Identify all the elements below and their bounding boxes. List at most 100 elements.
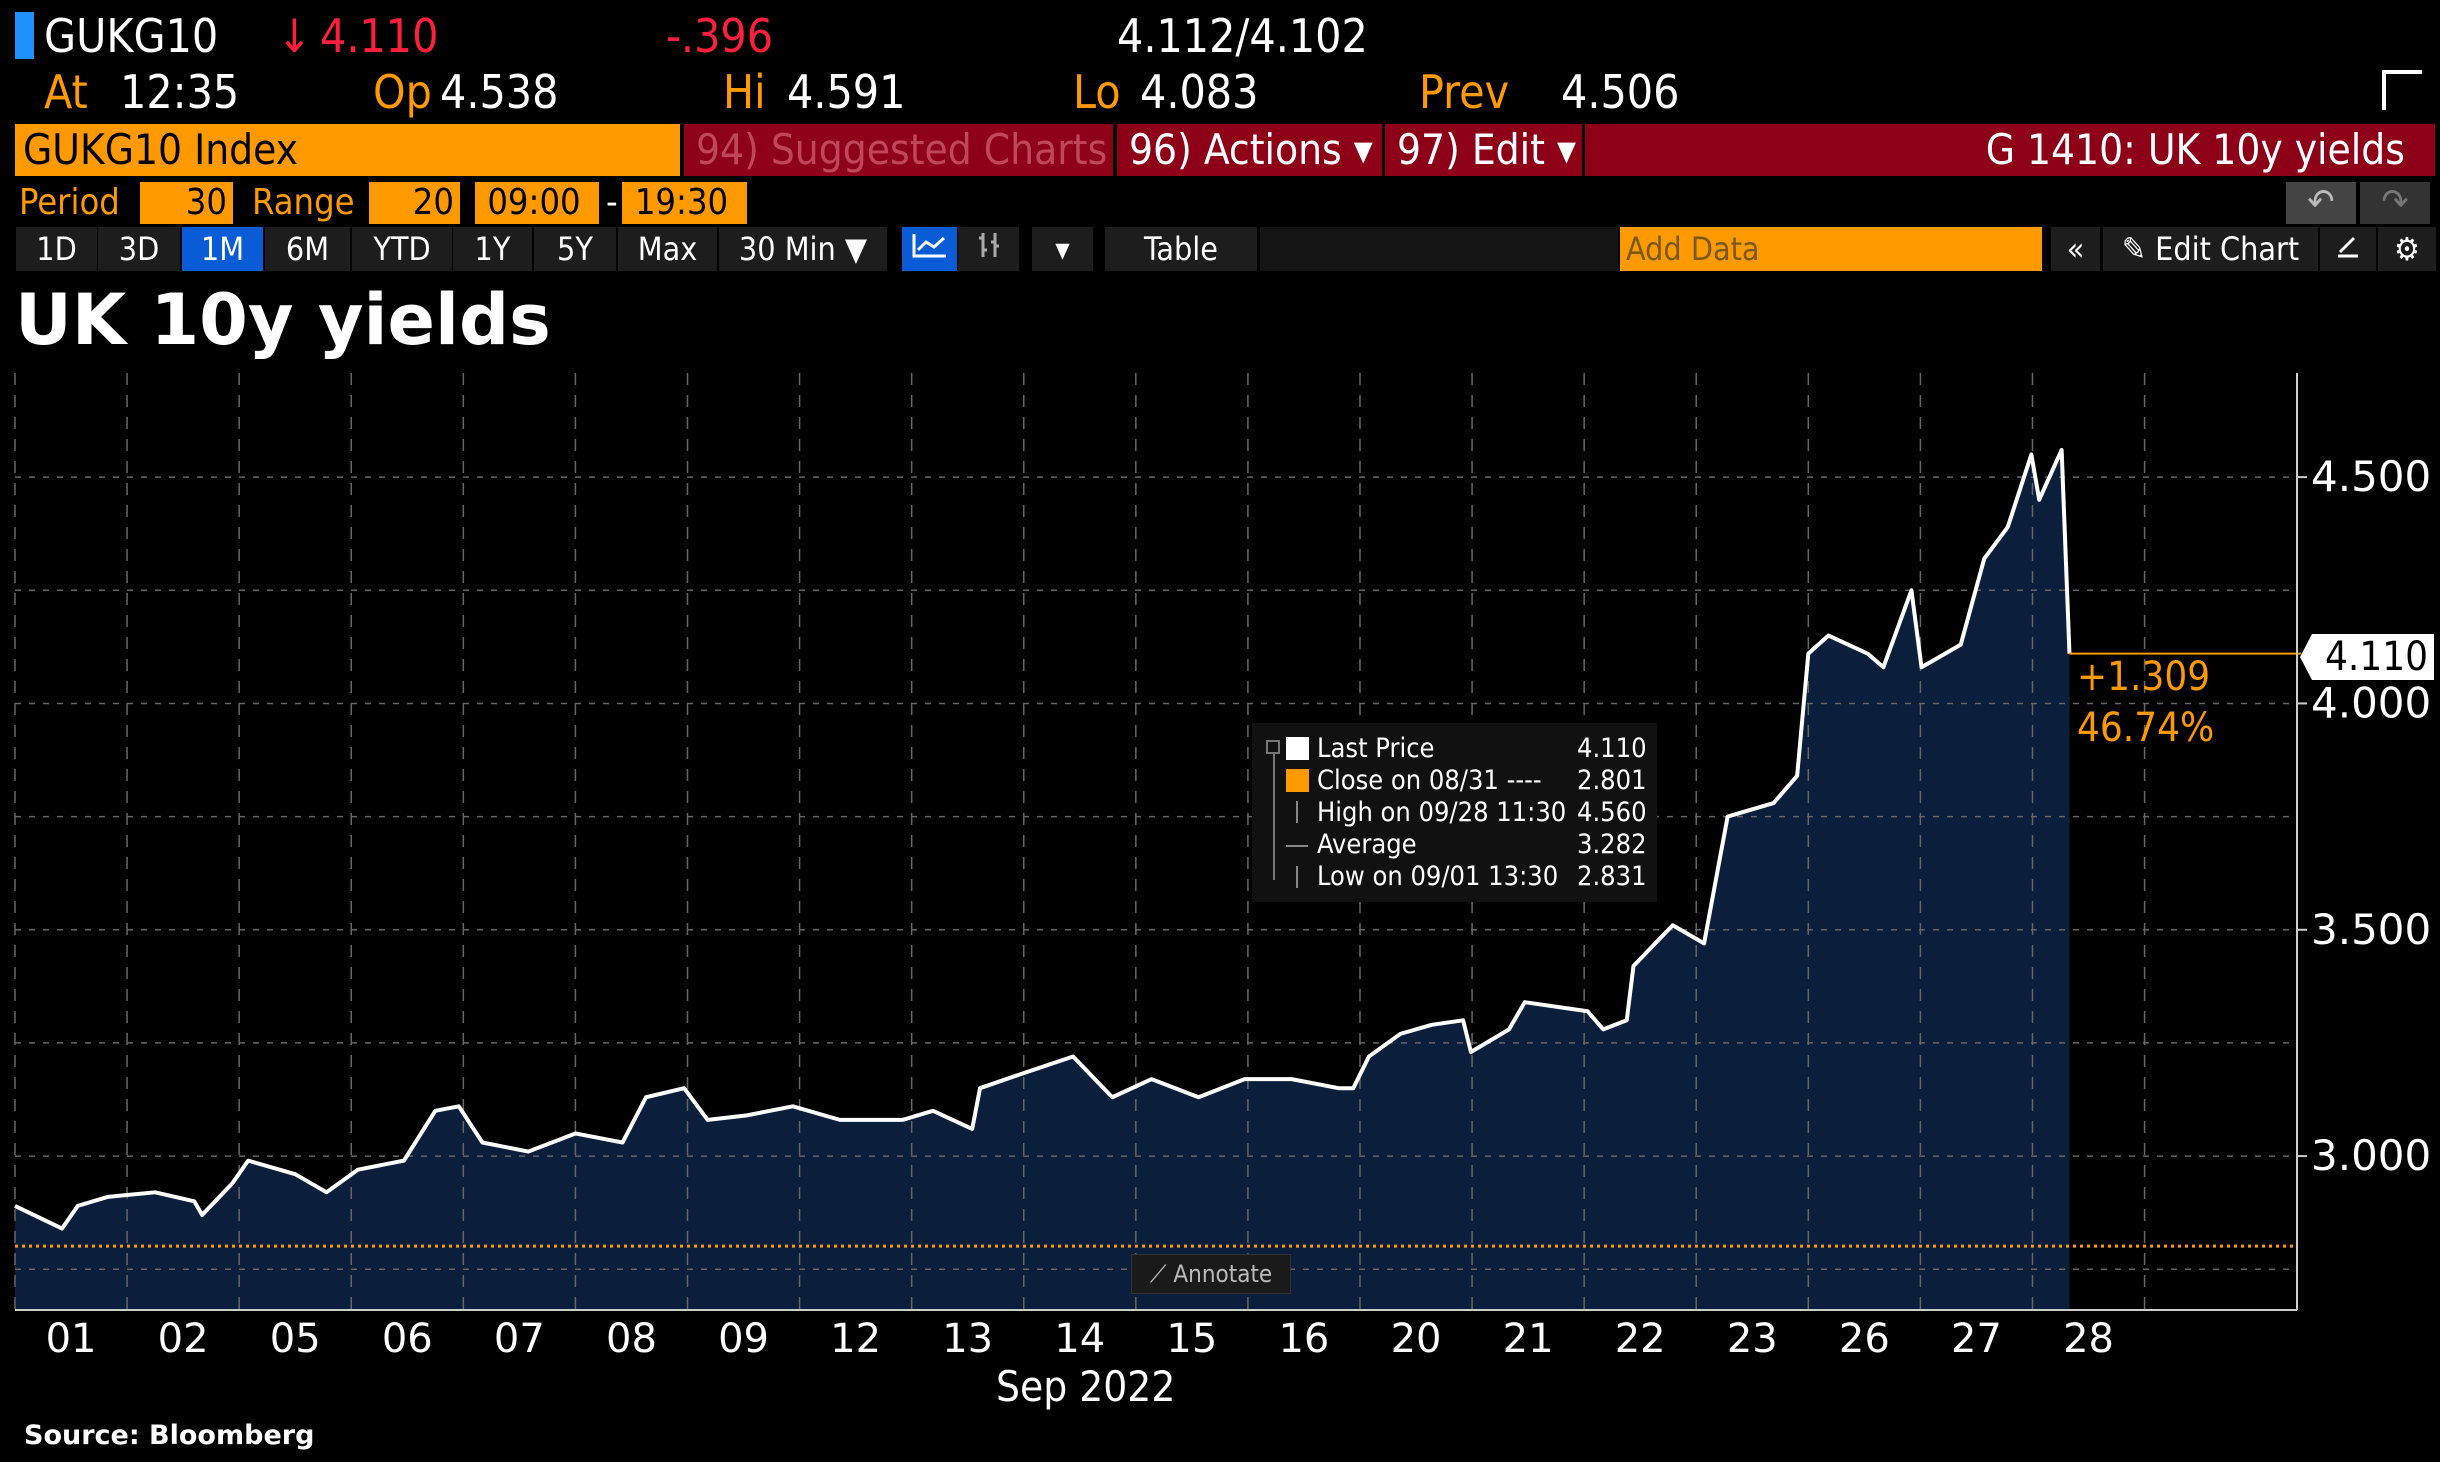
x-tick-label: 12 <box>830 1316 881 1362</box>
x-tick-label: 09 <box>718 1316 769 1362</box>
x-tick-label: 16 <box>1278 1316 1329 1362</box>
x-axis-title: Sep 2022 <box>996 1362 1176 1411</box>
low-label: Lo <box>1073 65 1121 119</box>
change-absolute: +1.309 <box>2077 654 2211 700</box>
x-tick-label: 21 <box>1503 1316 1554 1362</box>
prev-label: Prev <box>1419 65 1510 119</box>
x-tick-label: 02 <box>158 1316 209 1362</box>
toolbar-spacer <box>1260 227 1618 271</box>
low-value: 4.083 <box>1140 65 1259 119</box>
range-max[interactable]: Max <box>618 227 717 271</box>
y-tick-label: 4.500 <box>2311 452 2431 501</box>
average-marker-icon <box>1286 845 1308 847</box>
line-chart-icon[interactable] <box>902 227 957 271</box>
x-tick-label: 05 <box>270 1316 321 1362</box>
last-price-swatch <box>1286 737 1309 760</box>
period-input[interactable]: 30 <box>140 182 233 224</box>
series-line-last-price <box>14 447 2072 1231</box>
close-swatch <box>1286 769 1309 792</box>
edit-menu[interactable]: 97) Edit ▾ <box>1385 124 1582 176</box>
net-change: -.396 <box>666 9 774 63</box>
add-data-input[interactable]: Add Data <box>1620 227 2042 271</box>
actions-menu[interactable]: 96) Actions ▾ <box>1117 124 1382 176</box>
x-tick-label: 07 <box>494 1316 545 1362</box>
x-tick-label: 23 <box>1727 1316 1778 1362</box>
source-note: Source: Bloomberg <box>24 1420 315 1451</box>
period-label: Period <box>19 182 120 223</box>
prev-value: 4.506 <box>1561 65 1680 119</box>
change-percent: 46.74% <box>2077 705 2215 751</box>
ticker-marker <box>15 12 34 59</box>
x-tick-label: 26 <box>1839 1316 1890 1362</box>
down-arrow-icon: ↓ <box>277 9 312 63</box>
high-label: Hi <box>723 65 766 119</box>
legend-label: High on 09/28 11:30 <box>1317 797 1567 828</box>
high-marker-icon <box>1296 801 1298 823</box>
last-price-tag: 4.110 <box>2300 634 2434 680</box>
legend-value: 2.801 <box>1577 765 1647 796</box>
legend-label: Average <box>1317 829 1417 860</box>
range-5y[interactable]: 5Y <box>534 227 616 271</box>
start-time-input[interactable]: 09:00 <box>475 182 599 224</box>
range-6m[interactable]: 6M <box>265 227 350 271</box>
chart-type-dropdown[interactable]: ▾ <box>1032 227 1093 271</box>
open-value: 4.538 <box>440 65 559 119</box>
x-tick-label: 22 <box>1615 1316 1666 1362</box>
x-tick-label: 13 <box>942 1316 993 1362</box>
x-tick-label: 06 <box>382 1316 433 1362</box>
time-separator: - <box>606 182 618 223</box>
collapse-button[interactable]: « <box>2051 227 2100 271</box>
x-tick-label: 20 <box>1391 1316 1442 1362</box>
x-tick-label: 01 <box>46 1316 97 1362</box>
end-time-input[interactable]: 19:30 <box>622 182 747 224</box>
chart-title: UK 10y yields <box>15 279 551 361</box>
at-label: At <box>44 65 88 119</box>
range-1m[interactable]: 1M <box>182 227 263 271</box>
range-1d[interactable]: 1D <box>16 227 97 271</box>
edit-chart-button[interactable]: ✎ Edit Chart <box>2103 227 2318 271</box>
legend-value: 4.560 <box>1577 797 1647 828</box>
bid-ask: 4.112/4.102 <box>1117 9 1368 63</box>
high-value: 4.591 <box>787 65 906 119</box>
chart-title-bar: G 1410: UK 10y yields <box>1585 124 2435 176</box>
gear-icon[interactable]: ⚙ <box>2378 227 2436 271</box>
annotate-tool-icon[interactable] <box>2320 227 2376 271</box>
series-area <box>15 449 2070 1311</box>
legend-label: Close on 08/31 ---- <box>1317 765 1542 796</box>
popout-icon[interactable] <box>2382 70 2422 110</box>
open-label: Op <box>373 65 432 119</box>
range-input[interactable]: 20 <box>369 182 460 224</box>
legend-box <box>1252 723 1657 902</box>
interval-dropdown[interactable]: 30 Min ▼ <box>719 227 887 271</box>
last-price: 4.110 <box>320 9 439 63</box>
x-tick-label: 08 <box>606 1316 657 1362</box>
x-tick-label: 14 <box>1054 1316 1105 1362</box>
x-tick-label: 27 <box>1951 1316 2002 1362</box>
ticker: GUKG10 <box>44 9 219 63</box>
at-time: 12:35 <box>120 65 240 119</box>
legend-value: 4.110 <box>1577 733 1647 764</box>
table-button[interactable]: Table <box>1105 227 1257 271</box>
range-3d[interactable]: 3D <box>98 227 180 271</box>
y-tick-label: 3.500 <box>2311 905 2431 954</box>
collapse-legend-icon[interactable] <box>1266 740 1280 754</box>
range-1y[interactable]: 1Y <box>453 227 532 271</box>
suggested-charts-button[interactable]: 94) Suggested Charts <box>684 124 1113 176</box>
security-field[interactable]: GUKG10 Index <box>15 124 680 176</box>
legend-tree-line <box>1273 745 1281 880</box>
low-marker-icon <box>1296 866 1298 888</box>
y-tick-label: 3.000 <box>2311 1131 2431 1180</box>
y-tick-label: 4.000 <box>2311 678 2431 727</box>
legend-label: Low on 09/01 13:30 <box>1317 861 1559 892</box>
legend-value: 3.282 <box>1577 829 1647 860</box>
legend-label: Last Price <box>1317 733 1435 764</box>
bar-chart-icon[interactable] <box>958 227 1019 271</box>
undo-button[interactable]: ↶ <box>2286 182 2356 224</box>
range-label: Range <box>252 182 355 223</box>
x-tick-label: 15 <box>1166 1316 1217 1362</box>
legend-value: 2.831 <box>1577 861 1647 892</box>
range-ytd[interactable]: YTD <box>352 227 452 271</box>
annotate-button[interactable]: ⟋ Annotate <box>1131 1254 1291 1294</box>
redo-button[interactable]: ↷ <box>2360 182 2430 224</box>
